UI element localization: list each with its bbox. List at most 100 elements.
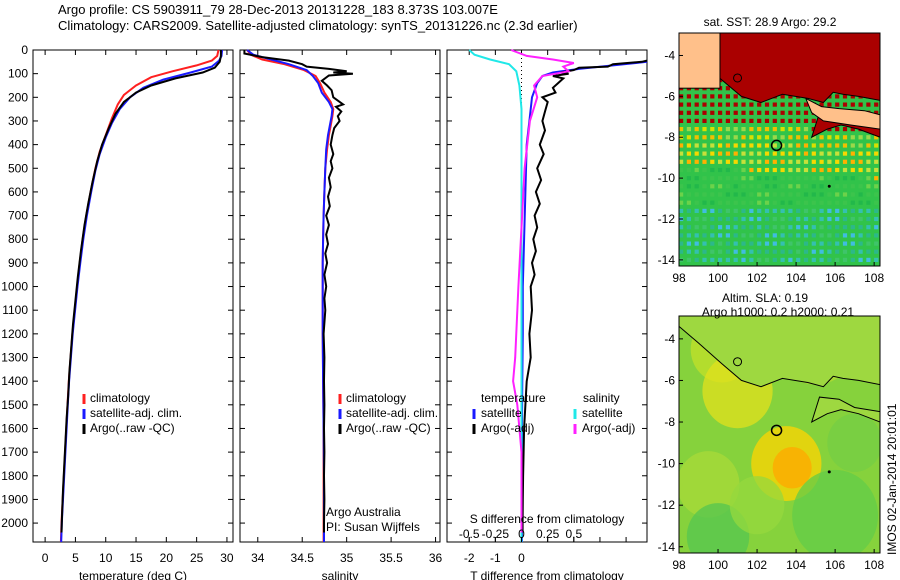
sst-pixel — [842, 225, 848, 230]
sst-pixel — [866, 257, 871, 262]
sst-pixel — [796, 216, 801, 222]
sst-pixel — [850, 241, 855, 246]
sst_map-x-tick-label: 108 — [864, 271, 884, 285]
sst-pixel — [850, 208, 855, 213]
sst-pixel — [749, 143, 754, 148]
sst-pixel — [694, 233, 699, 238]
sst-pixel — [772, 249, 777, 254]
sst-pixel — [718, 135, 723, 140]
sst-pixel — [686, 94, 691, 99]
sst-pixel — [725, 127, 730, 132]
temperature-y-tick-label: 0 — [21, 43, 28, 57]
sst-pixel — [694, 184, 699, 189]
sst-pixel — [780, 225, 785, 230]
sst_map-field — [679, 33, 880, 266]
temperature-y-tick-label: 1700 — [1, 445, 28, 459]
difference-x-axis-label: T difference from climatology — [470, 569, 624, 580]
sst-pixel — [796, 151, 801, 156]
sst-pixel — [803, 151, 809, 156]
sst-pixel — [866, 151, 871, 156]
sst-pixel — [702, 33, 707, 34]
sst-pixel — [718, 127, 723, 132]
sst-pixel — [694, 216, 699, 222]
sst-pixel — [679, 167, 684, 173]
sst-pixel — [850, 94, 855, 99]
salinity-panel: 34 34.5 35 35.5 36 salinity climatologysatelli… — [239, 49, 443, 580]
difference-x-tick-label: -1 — [490, 551, 501, 565]
sst-pixel — [858, 102, 863, 107]
sst-pixel — [858, 241, 863, 246]
sst-pixel — [796, 159, 801, 164]
sst-pixel — [757, 216, 762, 222]
sst-pixel — [725, 257, 730, 262]
sst-pixel — [866, 225, 871, 230]
sst-pixel — [733, 102, 738, 107]
imos-timestamp-label: IMOS 02-Jan-2014 20:01:01 — [885, 403, 899, 555]
sla-map-panel: 98 100 102 104 106 108 -4 -6 -8 -10 -12 -14 Altim. S… — [658, 291, 885, 572]
sst-pixel — [842, 102, 848, 107]
sst_map-y-tick-label: -4 — [664, 48, 675, 62]
sst-pixel — [741, 118, 746, 123]
sst-pixel — [850, 184, 855, 189]
sst-pixel — [827, 159, 832, 164]
sst-pixel — [702, 94, 707, 99]
sst-pixel — [850, 127, 855, 132]
sst-pixel — [835, 102, 840, 107]
sst-pixel — [733, 233, 738, 238]
sst-pixel — [811, 118, 816, 123]
sst-pixel — [733, 143, 738, 148]
difference-panel: -2 -1 0 T difference from climatology -0.5 -0… — [446, 49, 648, 580]
sst-pixel — [757, 249, 762, 254]
sst-pixel — [842, 94, 848, 99]
chart-title-line2: Climatology: CARS2009. Satellite-adjuste… — [58, 18, 578, 33]
sst-pixel — [764, 102, 770, 107]
sst-pixel — [788, 216, 793, 222]
difference-legend-label: satellite — [481, 406, 522, 420]
sst-pixel — [850, 135, 855, 140]
sst-pixel — [796, 102, 801, 107]
sst-pixel — [718, 233, 723, 238]
sst-pixel — [811, 135, 816, 140]
sst-pixel — [780, 159, 785, 164]
sst-pixel — [725, 241, 730, 246]
sst-pixel — [764, 216, 770, 222]
sst-pixel — [858, 225, 863, 230]
temperature-legend-label: climatology — [90, 391, 150, 405]
sst-pixel — [757, 176, 762, 181]
sst-pixel — [694, 241, 699, 246]
sst-pixel — [764, 233, 770, 238]
difference-s-axis-label: S difference from climatology — [470, 512, 625, 526]
sst-pixel — [718, 151, 723, 156]
sst-pixel — [842, 233, 848, 238]
sst-pixel — [827, 151, 832, 156]
sst-pixel — [694, 135, 699, 140]
difference-series-line — [521, 60, 648, 542]
sst-pixel — [710, 225, 715, 230]
sst-pixel — [788, 208, 793, 213]
sst-pixel — [772, 184, 777, 189]
sst-pixel — [842, 151, 848, 156]
sst-pixel — [788, 184, 793, 189]
sst-pixel — [679, 151, 684, 156]
sst-pixel — [850, 167, 855, 173]
sst-pixel — [850, 216, 855, 222]
sst-pixel — [686, 257, 691, 262]
sst-pixel — [702, 216, 707, 222]
sst-pixel — [686, 192, 691, 197]
sst-pixel — [741, 184, 746, 189]
sst-pixel — [725, 184, 730, 189]
sst-pixel — [764, 159, 770, 164]
sst-pixel — [733, 208, 738, 213]
sla-field-blob — [792, 469, 879, 553]
salinity-series-line — [246, 49, 335, 542]
sst-pixel — [788, 159, 793, 164]
sst-pixel — [827, 176, 832, 181]
sst-pixel — [827, 33, 832, 34]
sst-pixel — [757, 135, 762, 140]
sst-pixel — [819, 151, 824, 156]
sst-pixel — [850, 151, 855, 156]
sst-pixel — [850, 257, 855, 262]
temperature-y-tick-label: 1200 — [1, 327, 28, 341]
sst-pixel — [679, 225, 684, 230]
sst-pixel — [842, 257, 848, 262]
